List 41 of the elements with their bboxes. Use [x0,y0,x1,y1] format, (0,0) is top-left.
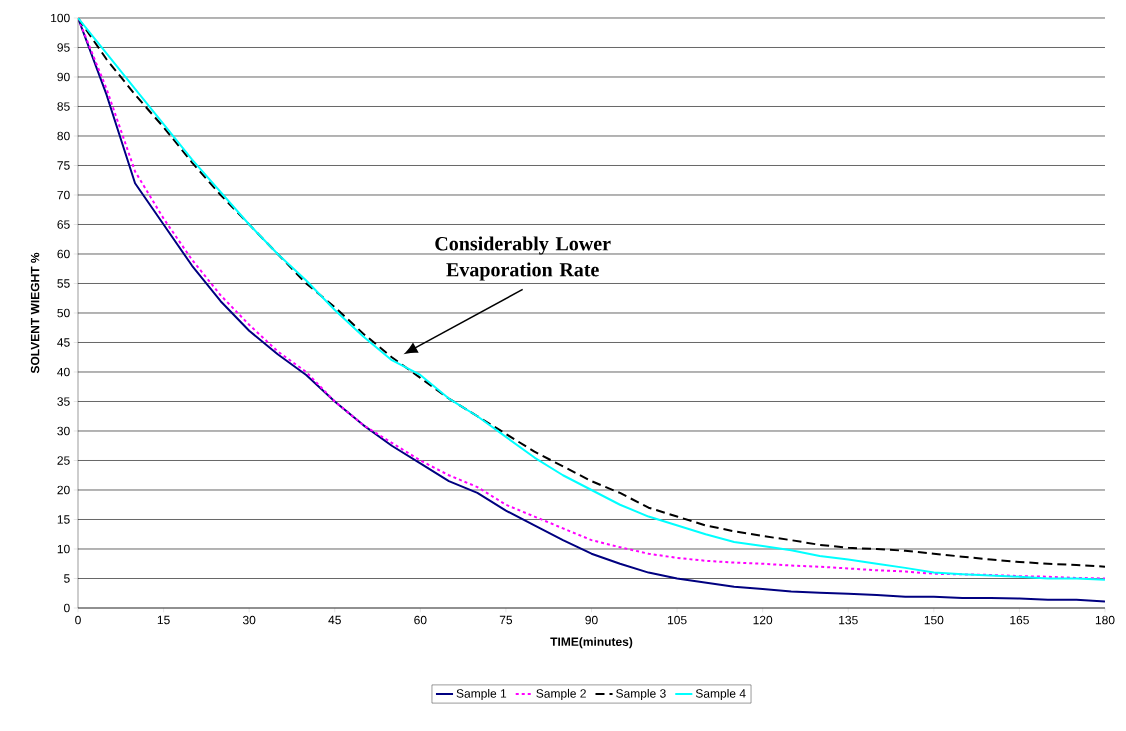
y-tick-label: 55 [57,279,70,288]
y-tick-label: 0 [64,603,70,613]
y-tick-label: 85 [57,102,70,111]
y-tick-label: 75 [57,161,70,170]
x-axis-title: TIME(minutes) [550,637,633,649]
x-tick-label: 165 [1010,615,1029,625]
y-tick-label: 90 [57,72,70,82]
x-tick-label: 30 [242,615,256,625]
y-tick-label: 20 [57,485,70,495]
y-tick-label: 40 [57,367,70,377]
y-tick-label: 45 [57,338,70,347]
x-tick-label: 15 [157,615,170,625]
x-tick-label: 90 [585,615,598,625]
y-tick-label: 30 [57,426,70,436]
legend-label: Sample 2 [536,688,586,701]
x-tick-label: 105 [667,615,687,625]
x-tick-label: 75 [499,615,513,625]
x-tick-label: 150 [924,615,944,625]
legend-label: Sample 4 [695,688,746,701]
x-tick-label: 135 [839,615,858,625]
x-tick-label: 120 [753,615,773,625]
x-tick-label: 60 [414,615,427,625]
y-tick-label: 80 [57,131,70,141]
y-tick-label: 15 [57,515,70,524]
y-tick-label: 65 [57,220,70,229]
y-tick-label: 25 [57,456,70,465]
x-tick-label: 180 [1095,615,1115,625]
y-axis-title: SOLVENT WIEGHT % [30,252,40,374]
y-tick-label: 70 [57,190,70,200]
legend-label: Sample 3 [616,688,666,701]
y-tick-label: 35 [57,397,70,406]
y-tick-label: 50 [57,308,70,318]
x-tick-label: 45 [328,615,341,625]
y-tick-label: 95 [57,43,70,52]
y-tick-label: 5 [64,574,70,583]
y-tick-label: 10 [57,544,70,554]
annotation: Considerably Lower Evaporation Rate [435,236,611,281]
y-tick-label: 60 [57,249,70,259]
y-tick-label: 100 [51,13,70,23]
x-tick-label: 0 [75,615,81,625]
legend-label: Sample 1 [456,688,507,701]
